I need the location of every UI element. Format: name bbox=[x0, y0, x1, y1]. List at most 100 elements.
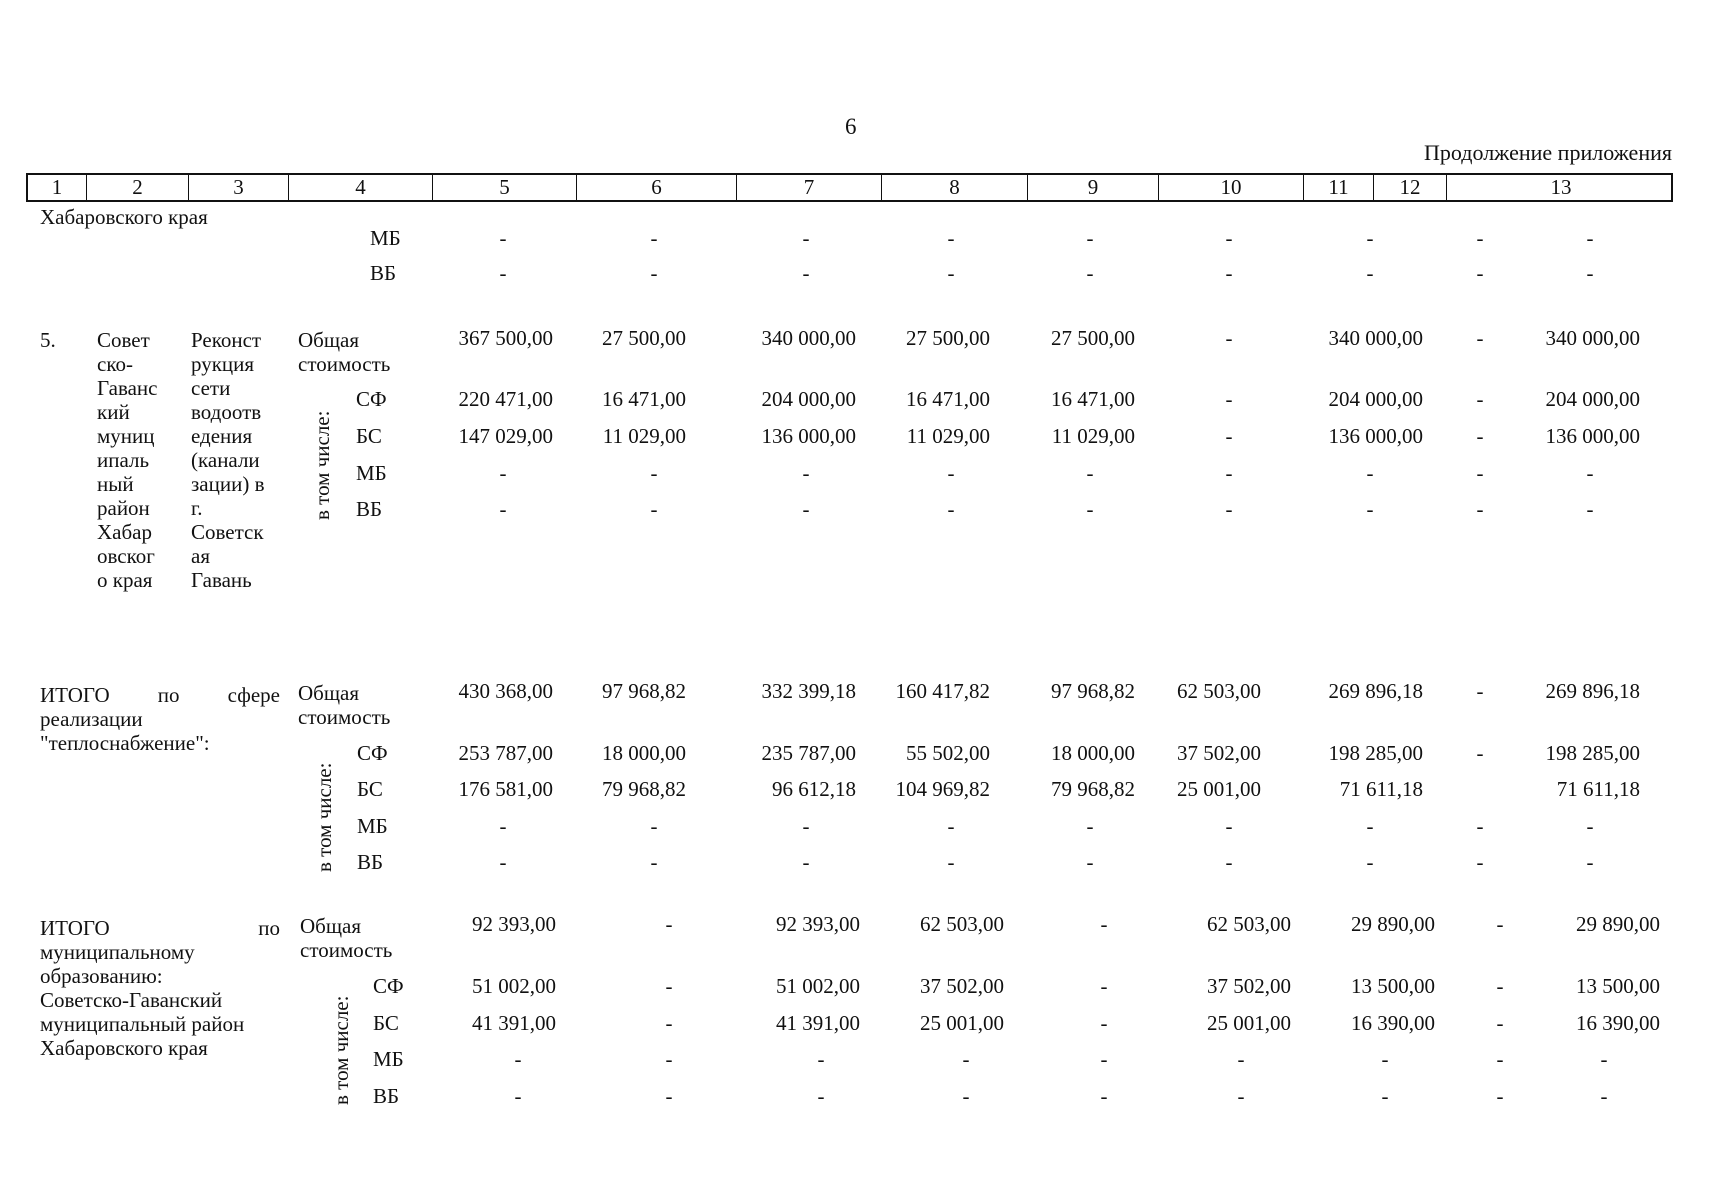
block2-row3-dash-6: - bbox=[650, 850, 658, 874]
block3-source-МБ: МБ bbox=[373, 1047, 404, 1071]
block3-row0-value-10: 37 502,00 bbox=[1207, 974, 1291, 998]
block0-row0-dash-9: - bbox=[1086, 226, 1094, 250]
block2-total-value-13: 269 896,18 bbox=[1545, 679, 1641, 703]
block3-row2-dash-6: - bbox=[665, 1047, 673, 1071]
block0-label: Хабаровского края bbox=[40, 205, 208, 229]
block1-source-МБ: МБ bbox=[356, 461, 387, 485]
block3-source-ВБ: ВБ bbox=[373, 1084, 400, 1108]
block3-row3-dash-8: - bbox=[962, 1084, 970, 1108]
block0-row1-dash-13: - bbox=[1586, 261, 1594, 285]
block0-row0-dash-6: - bbox=[650, 226, 658, 250]
block0-row1-dash-5: - bbox=[499, 261, 507, 285]
header-col-9: 9 bbox=[1027, 175, 1158, 200]
block3-row3-dash-7: - bbox=[817, 1084, 825, 1108]
block2-row2-dash-12: - bbox=[1476, 814, 1484, 838]
block1-total-value-7: 340 000,00 bbox=[761, 326, 857, 350]
header-col-7: 7 bbox=[736, 175, 881, 200]
block3-row3-dash-6: - bbox=[665, 1084, 673, 1108]
block1-row1-dash-10: - bbox=[1225, 424, 1233, 448]
block3-total-value-11: 29 890,00 bbox=[1351, 912, 1435, 936]
block2-row1-value-5: 176 581,00 bbox=[458, 777, 554, 801]
block1-row2-dash-10: - bbox=[1225, 461, 1233, 485]
header-col-12: 12 bbox=[1373, 175, 1446, 200]
block3-incl-label: в том числе: bbox=[329, 995, 353, 1105]
block2-row3-dash-9: - bbox=[1086, 850, 1094, 874]
block0-row1-dash-9: - bbox=[1086, 261, 1094, 285]
block2-total-value-6: 97 968,82 bbox=[602, 679, 686, 703]
block3-total-value-13: 29 890,00 bbox=[1576, 912, 1660, 936]
block3-row3-dash-5: - bbox=[514, 1084, 522, 1108]
block1-row3-dash-5: - bbox=[499, 497, 507, 521]
block2-row0-value-7: 235 787,00 bbox=[761, 741, 857, 765]
block1-row3-dash-12: - bbox=[1476, 497, 1484, 521]
block1-project: Реконст рукция сети водоотв едения (кана… bbox=[191, 328, 265, 592]
block0-row0-dash-8: - bbox=[947, 226, 955, 250]
block2-row3-dash-13: - bbox=[1586, 850, 1594, 874]
block2-source-МБ: МБ bbox=[357, 814, 388, 838]
block3-row2-dash-11: - bbox=[1381, 1047, 1389, 1071]
block2-row0-value-11: 198 285,00 bbox=[1328, 741, 1424, 765]
block1-total-dash-10: - bbox=[1225, 326, 1233, 350]
block0-row1-dash-6: - bbox=[650, 261, 658, 285]
block2-row1-value-7: 96 612,18 bbox=[772, 777, 856, 801]
block2-row1-value-13: 71 611,18 bbox=[1556, 777, 1640, 801]
block1-row1-value-11: 136 000,00 bbox=[1328, 424, 1424, 448]
block3-row1-dash-9: - bbox=[1100, 1011, 1108, 1035]
block2-total-value-8: 160 417,82 bbox=[895, 679, 991, 703]
block3-total-value-8: 62 503,00 bbox=[920, 912, 1004, 936]
block2-row2-dash-10: - bbox=[1225, 814, 1233, 838]
block1-municipality: Совет ско- Гаванс кий муниц ипаль ный ра… bbox=[97, 328, 158, 592]
block1-row3-dash-11: - bbox=[1366, 497, 1374, 521]
block1-row1-value-13: 136 000,00 bbox=[1545, 424, 1641, 448]
block2-row3-dash-8: - bbox=[947, 850, 955, 874]
block0-row1-dash-12: - bbox=[1476, 261, 1484, 285]
block2-source-СФ: СФ bbox=[357, 741, 388, 765]
block1-row2-dash-12: - bbox=[1476, 461, 1484, 485]
header-col-11: 11 bbox=[1303, 175, 1373, 200]
block0-row0-dash-12: - bbox=[1476, 226, 1484, 250]
block0-row0-dash-5: - bbox=[499, 226, 507, 250]
block3-total-dash-12: - bbox=[1496, 912, 1504, 936]
block3-total-value-10: 62 503,00 bbox=[1207, 912, 1291, 936]
block3-row2-dash-8: - bbox=[962, 1047, 970, 1071]
block3-row1-value-13: 16 390,00 bbox=[1576, 1011, 1660, 1035]
block1-row0-value-6: 16 471,00 bbox=[602, 387, 686, 411]
block3-row3-dash-13: - bbox=[1600, 1084, 1608, 1108]
block1-row0-value-7: 204 000,00 bbox=[761, 387, 857, 411]
block0-row1-dash-11: - bbox=[1366, 261, 1374, 285]
block3-total-value-7: 92 393,00 bbox=[776, 912, 860, 936]
block1-row2-dash-9: - bbox=[1086, 461, 1094, 485]
block1-row2-dash-11: - bbox=[1366, 461, 1374, 485]
block3-row2-dash-7: - bbox=[817, 1047, 825, 1071]
block2-row1-value-8: 104 969,82 bbox=[895, 777, 991, 801]
block1-incl-label: в том числе: bbox=[310, 410, 334, 520]
block0-source-МБ: МБ bbox=[370, 226, 401, 250]
block1-total-value-6: 27 500,00 bbox=[602, 326, 686, 350]
block2-total-value-11: 269 896,18 bbox=[1328, 679, 1424, 703]
block3-row2-dash-10: - bbox=[1237, 1047, 1245, 1071]
page-number: 6 bbox=[845, 114, 857, 139]
block3-row0-value-8: 37 502,00 bbox=[920, 974, 1004, 998]
block2-total-dash-12: - bbox=[1476, 679, 1484, 703]
block3-row2-dash-13: - bbox=[1600, 1047, 1608, 1071]
block1-total-value-13: 340 000,00 bbox=[1545, 326, 1641, 350]
block0-row0-dash-7: - bbox=[802, 226, 810, 250]
block3-row0-value-7: 51 002,00 bbox=[776, 974, 860, 998]
block3-row0-value-11: 13 500,00 bbox=[1351, 974, 1435, 998]
block1-row0-dash-10: - bbox=[1225, 387, 1233, 411]
block0-row1-dash-7: - bbox=[802, 261, 810, 285]
block1-row1-value-7: 136 000,00 bbox=[761, 424, 857, 448]
block0-row1-dash-8: - bbox=[947, 261, 955, 285]
block3-row2-dash-12: - bbox=[1496, 1047, 1504, 1071]
header-col-10: 10 bbox=[1158, 175, 1303, 200]
block1-source-ВБ: ВБ bbox=[356, 497, 383, 521]
block1-total-value-8: 27 500,00 bbox=[906, 326, 990, 350]
table-header-row: 1 2 3 4 5 6 7 8 9 10 11 12 13 bbox=[26, 173, 1673, 202]
block2-row1-value-6: 79 968,82 bbox=[602, 777, 686, 801]
block2-row2-dash-7: - bbox=[802, 814, 810, 838]
block1-total-value-9: 27 500,00 bbox=[1051, 326, 1135, 350]
block1-row3-dash-10: - bbox=[1225, 497, 1233, 521]
block1-row0-value-13: 204 000,00 bbox=[1545, 387, 1641, 411]
block1-row2-dash-6: - bbox=[650, 461, 658, 485]
block2-row3-dash-10: - bbox=[1225, 850, 1233, 874]
